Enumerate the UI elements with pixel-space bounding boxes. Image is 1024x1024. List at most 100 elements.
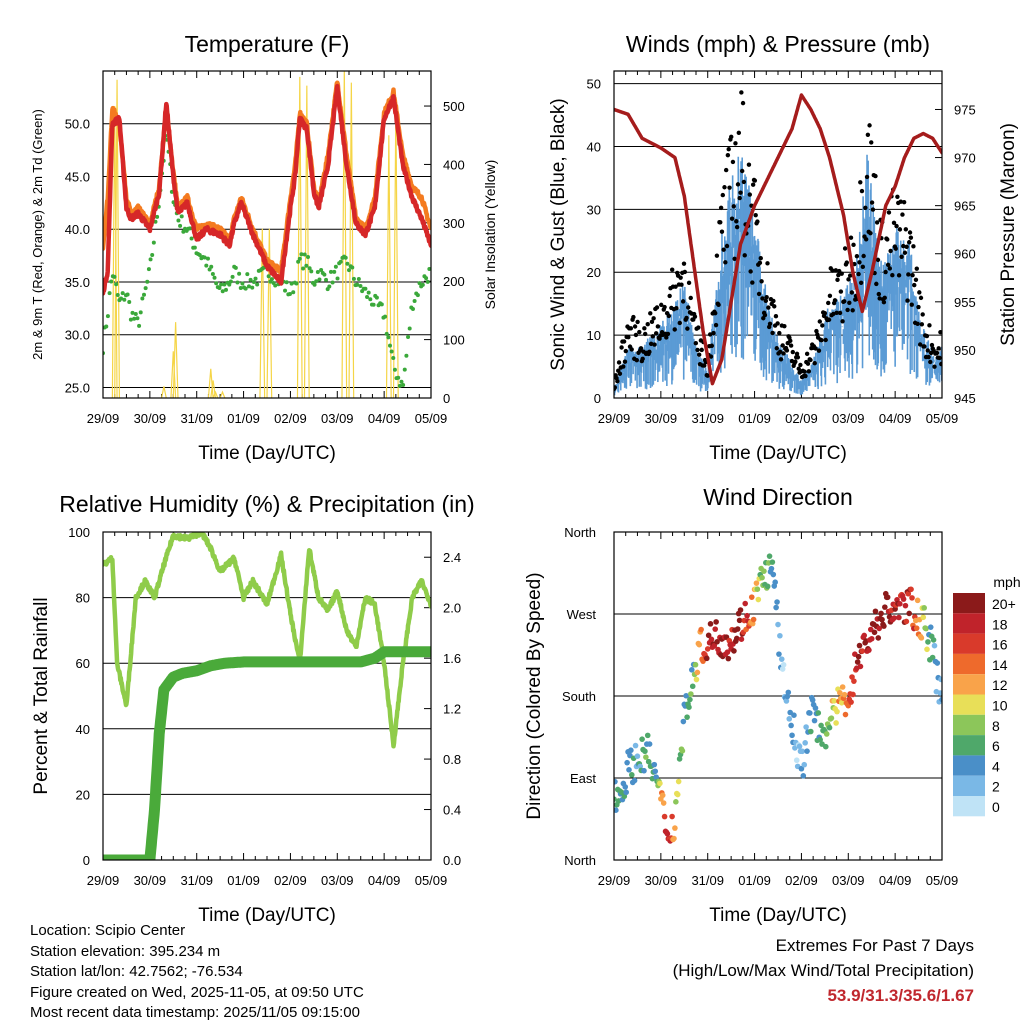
gust-point bbox=[899, 254, 904, 259]
gust-point bbox=[679, 282, 684, 287]
td-point bbox=[205, 256, 210, 261]
td-point bbox=[114, 282, 119, 287]
gust-point bbox=[842, 246, 848, 251]
gust-point bbox=[765, 261, 770, 266]
direction-point bbox=[776, 651, 782, 657]
gust-point bbox=[732, 256, 737, 261]
y-tick-label: 45.0 bbox=[65, 169, 90, 184]
chart-title: Relative Humidity (%) & Precipitation (i… bbox=[59, 491, 474, 517]
direction-point bbox=[861, 632, 868, 639]
gust-point bbox=[803, 373, 808, 379]
direction-point bbox=[643, 754, 649, 760]
gust-point bbox=[753, 212, 758, 218]
extremes-subtitle: (High/Low/Max Wind/Total Precipitation) bbox=[672, 961, 974, 980]
direction-point bbox=[713, 619, 719, 625]
x-axis-label: Time (Day/UTC) bbox=[198, 905, 336, 926]
y-tick-label-right: 970 bbox=[954, 151, 976, 166]
y-tick-label: 30 bbox=[587, 202, 601, 217]
colorbar-swatch bbox=[953, 755, 985, 776]
gust-point bbox=[854, 253, 860, 259]
direction-point bbox=[769, 559, 776, 565]
direction-point bbox=[897, 601, 903, 607]
gust-point bbox=[912, 282, 917, 288]
direction-point bbox=[734, 626, 741, 632]
gust-point bbox=[858, 180, 863, 185]
x-tick-label: 29/09 bbox=[87, 873, 120, 888]
gust-point bbox=[632, 324, 638, 329]
y-axis-label-right: Solar Insolation (Yellow) bbox=[482, 160, 498, 310]
td-point bbox=[347, 268, 351, 273]
direction-point bbox=[801, 761, 808, 768]
gust-point bbox=[740, 100, 746, 106]
gust-point bbox=[913, 277, 919, 283]
direction-point bbox=[930, 637, 937, 643]
td-point bbox=[402, 367, 407, 372]
direction-point bbox=[785, 689, 792, 696]
gust-point bbox=[891, 220, 897, 226]
direction-point bbox=[742, 600, 748, 607]
gust-point bbox=[681, 261, 687, 266]
solar-pulse bbox=[303, 85, 310, 398]
gust-point bbox=[621, 339, 627, 344]
direction-point bbox=[657, 780, 663, 787]
x-tick-label: 04/09 bbox=[879, 411, 912, 426]
gust-point bbox=[725, 152, 731, 158]
direction-point bbox=[766, 553, 773, 559]
direction-point bbox=[736, 617, 743, 624]
td-point bbox=[338, 259, 343, 264]
td-point bbox=[388, 343, 392, 348]
direction-point bbox=[937, 690, 942, 696]
gust-point bbox=[759, 279, 764, 284]
colorbar: mph 20+ 18 16 14 12 10 8 6 4 2 0 bbox=[953, 574, 1021, 817]
gust-point bbox=[652, 342, 657, 347]
gust-point bbox=[659, 302, 664, 308]
gust-point bbox=[767, 321, 773, 326]
colorbar-label: 6 bbox=[992, 738, 1000, 754]
gust-point bbox=[869, 140, 874, 145]
td-point bbox=[297, 256, 302, 261]
direction-point bbox=[680, 718, 687, 725]
direction-point bbox=[809, 697, 816, 703]
colorbar-title: mph bbox=[993, 574, 1020, 590]
direction-point bbox=[639, 736, 645, 742]
gust-point bbox=[667, 293, 672, 299]
td-point bbox=[233, 265, 238, 270]
direction-point bbox=[674, 791, 681, 798]
direction-point bbox=[798, 765, 805, 772]
direction-point bbox=[641, 767, 647, 774]
td-point bbox=[289, 281, 294, 286]
x-tick-label: 30/09 bbox=[134, 873, 167, 888]
direction-point bbox=[815, 710, 822, 716]
gust-point bbox=[929, 342, 935, 348]
gust-point bbox=[714, 253, 720, 258]
td-point bbox=[178, 223, 183, 228]
gust-point bbox=[682, 269, 688, 275]
gust-point bbox=[637, 329, 642, 335]
direction-point bbox=[676, 756, 683, 762]
gust-point bbox=[798, 362, 803, 368]
solar-pulse bbox=[219, 390, 226, 398]
gust-point bbox=[713, 311, 718, 316]
td-point bbox=[128, 317, 133, 322]
y-tick-label: 60 bbox=[76, 656, 90, 671]
gust-point bbox=[814, 328, 819, 334]
station-info: Location: Scipio Center Station elevatio… bbox=[30, 921, 364, 1024]
td-point bbox=[328, 269, 333, 274]
gust-point bbox=[734, 224, 740, 230]
direction-point bbox=[854, 659, 861, 665]
direction-point bbox=[679, 748, 686, 754]
colorbar-swatch bbox=[953, 796, 985, 817]
direction-point bbox=[689, 683, 696, 690]
x-tick-label: 29/09 bbox=[598, 873, 631, 888]
gust-point bbox=[623, 348, 629, 354]
td-point bbox=[105, 314, 110, 319]
direction-point bbox=[839, 684, 846, 690]
td-point bbox=[237, 271, 242, 276]
gust-point bbox=[835, 277, 840, 283]
direction-point bbox=[872, 608, 879, 615]
direction-point bbox=[796, 743, 803, 750]
gust-point bbox=[817, 319, 822, 324]
td-point bbox=[391, 355, 396, 360]
gust-point bbox=[826, 300, 831, 306]
y-tick-label-right: 960 bbox=[954, 247, 976, 262]
